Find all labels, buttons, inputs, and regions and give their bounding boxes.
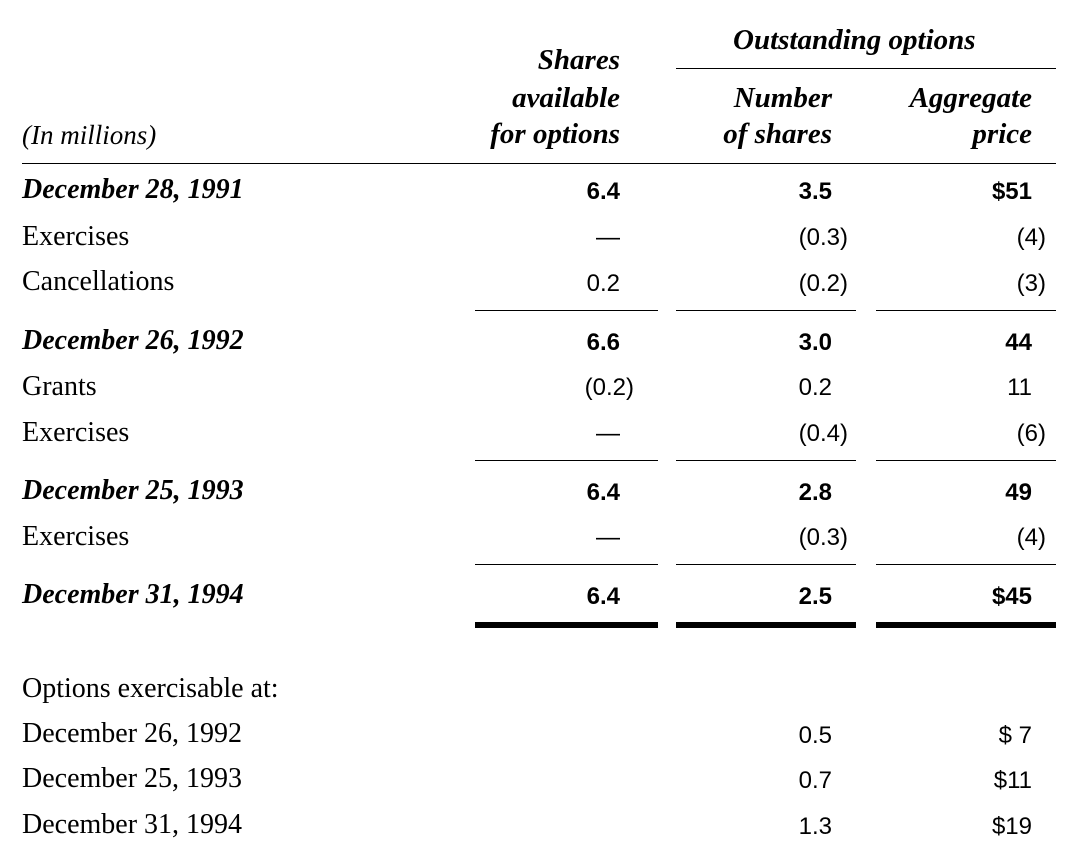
row-number-of-shares: 0.2 bbox=[798, 374, 832, 401]
row-label: Exercises bbox=[22, 221, 130, 252]
row-number-of-shares: 3.0 bbox=[798, 329, 832, 356]
row-label: December 26, 1992 bbox=[22, 325, 244, 356]
row-aggregate-price: 11 bbox=[1007, 374, 1032, 401]
row-aggregate-price: (4) bbox=[1016, 524, 1046, 551]
units-label: (In millions) bbox=[22, 120, 157, 150]
row-label: December 28, 1991 bbox=[22, 174, 244, 205]
shares-available-header-line1: Shares bbox=[537, 44, 620, 76]
subtotal-rule bbox=[676, 460, 856, 461]
exercisable-row-price: $ 7 bbox=[998, 722, 1032, 749]
row-aggregate-price: (4) bbox=[1016, 224, 1046, 251]
total-rule bbox=[676, 622, 856, 628]
exercisable-row-label: December 25, 1993 bbox=[22, 763, 243, 794]
exercisable-heading: Options exercisable at: bbox=[22, 673, 279, 704]
row-aggregate-price: 49 bbox=[1005, 479, 1032, 506]
total-rule bbox=[475, 622, 658, 628]
row-aggregate-price: (6) bbox=[1016, 420, 1046, 447]
subtotal-rule bbox=[475, 460, 658, 461]
number-of-shares-header-line1: Number bbox=[733, 82, 832, 114]
subtotal-rule bbox=[475, 310, 658, 311]
row-number-of-shares: 2.5 bbox=[798, 583, 832, 610]
row-label: December 25, 1993 bbox=[22, 475, 244, 506]
shares-available-header-line2: available bbox=[512, 82, 620, 114]
exercisable-row-shares: 0.5 bbox=[798, 722, 832, 749]
aggregate-price-header-line2: price bbox=[972, 118, 1032, 150]
subtotal-rule bbox=[876, 310, 1056, 311]
row-number-of-shares: (0.4) bbox=[798, 420, 848, 447]
exercisable-row-label: December 31, 1994 bbox=[22, 809, 243, 840]
row-label: Exercises bbox=[22, 521, 130, 552]
header-group-rule bbox=[676, 68, 1056, 69]
row-aggregate-price: 44 bbox=[1005, 329, 1032, 356]
row-label: Cancellations bbox=[22, 266, 175, 297]
row-label: Exercises bbox=[22, 417, 130, 448]
row-label: Grants bbox=[22, 371, 97, 402]
row-number-of-shares: (0.3) bbox=[798, 224, 848, 251]
subtotal-rule bbox=[676, 310, 856, 311]
row-number-of-shares: (0.2) bbox=[798, 270, 848, 297]
total-rule bbox=[876, 622, 1056, 628]
row-shares-available: 6.4 bbox=[586, 178, 620, 205]
row-shares-available: 6.4 bbox=[586, 583, 620, 610]
subtotal-rule bbox=[475, 564, 658, 565]
exercisable-row-price: $19 bbox=[991, 813, 1032, 840]
subtotal-rule bbox=[876, 460, 1056, 461]
row-shares-available: 6.6 bbox=[586, 329, 620, 356]
row-number-of-shares: 2.8 bbox=[798, 479, 832, 506]
exercisable-row-price: $11 bbox=[993, 767, 1032, 794]
exercisable-row-shares: 1.3 bbox=[798, 813, 832, 840]
shares-available-header-line3: for options bbox=[490, 118, 620, 150]
number-of-shares-header-line2: of shares bbox=[723, 118, 832, 150]
subtotal-rule bbox=[876, 564, 1056, 565]
row-shares-available: 0.2 bbox=[586, 270, 620, 297]
exercisable-row-shares: 0.7 bbox=[798, 767, 832, 794]
row-aggregate-price: $51 bbox=[991, 178, 1032, 205]
row-number-of-shares: (0.3) bbox=[798, 524, 848, 551]
row-shares-available: 6.4 bbox=[586, 479, 620, 506]
exercisable-row-label: December 26, 1992 bbox=[22, 718, 243, 749]
outstanding-options-heading: Outstanding options bbox=[733, 24, 976, 56]
row-aggregate-price: (3) bbox=[1016, 270, 1046, 297]
row-aggregate-price: $45 bbox=[991, 583, 1032, 610]
subtotal-rule bbox=[676, 564, 856, 565]
row-shares-available: — bbox=[596, 420, 620, 447]
aggregate-price-header-line1: Aggregate bbox=[909, 82, 1032, 114]
row-label: December 31, 1994 bbox=[22, 579, 244, 610]
header-bottom-rule bbox=[22, 163, 1056, 164]
row-number-of-shares: 3.5 bbox=[798, 178, 832, 205]
row-shares-available: — bbox=[596, 524, 620, 551]
row-shares-available: — bbox=[596, 224, 620, 251]
row-shares-available: (0.2) bbox=[584, 374, 634, 401]
